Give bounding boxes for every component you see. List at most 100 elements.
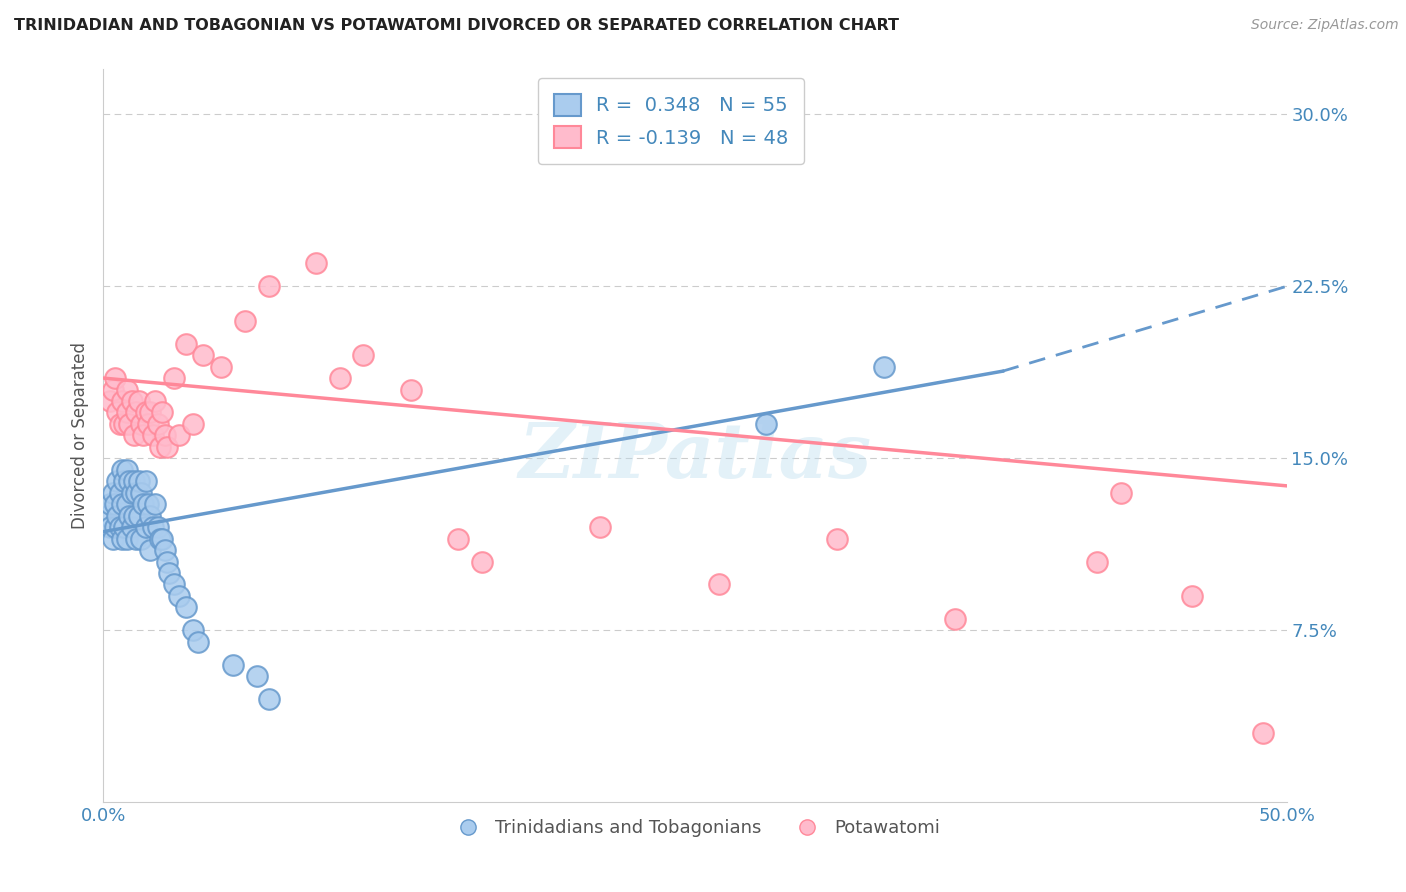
Point bbox=[149, 440, 172, 454]
Point bbox=[163, 371, 186, 385]
Point bbox=[305, 256, 328, 270]
Point bbox=[115, 405, 138, 419]
Point bbox=[191, 348, 214, 362]
Point bbox=[174, 336, 197, 351]
Point bbox=[1109, 485, 1132, 500]
Point bbox=[122, 428, 145, 442]
Point bbox=[139, 508, 162, 523]
Point bbox=[471, 554, 494, 568]
Point bbox=[111, 532, 134, 546]
Text: ZIPatlas: ZIPatlas bbox=[519, 420, 872, 494]
Point bbox=[118, 508, 141, 523]
Point bbox=[118, 475, 141, 489]
Point bbox=[98, 394, 121, 409]
Point bbox=[136, 417, 159, 431]
Point bbox=[174, 600, 197, 615]
Point bbox=[97, 508, 120, 523]
Point bbox=[128, 394, 150, 409]
Point bbox=[181, 417, 204, 431]
Point bbox=[329, 371, 352, 385]
Point bbox=[143, 394, 166, 409]
Point bbox=[125, 485, 148, 500]
Point bbox=[873, 359, 896, 374]
Point bbox=[755, 417, 778, 431]
Point bbox=[1181, 589, 1204, 603]
Point bbox=[589, 520, 612, 534]
Point bbox=[121, 520, 143, 534]
Point bbox=[135, 405, 157, 419]
Point bbox=[139, 543, 162, 558]
Point bbox=[132, 497, 155, 511]
Point bbox=[150, 405, 173, 419]
Point bbox=[157, 566, 180, 580]
Point bbox=[108, 417, 131, 431]
Point bbox=[1251, 726, 1274, 740]
Point bbox=[101, 532, 124, 546]
Point bbox=[181, 624, 204, 638]
Point bbox=[121, 485, 143, 500]
Point bbox=[129, 485, 152, 500]
Point bbox=[233, 314, 256, 328]
Point bbox=[156, 554, 179, 568]
Point bbox=[98, 497, 121, 511]
Point bbox=[150, 532, 173, 546]
Point bbox=[246, 669, 269, 683]
Point bbox=[105, 405, 128, 419]
Point bbox=[153, 543, 176, 558]
Point bbox=[146, 520, 169, 534]
Point bbox=[129, 417, 152, 431]
Point bbox=[167, 428, 190, 442]
Point bbox=[104, 520, 127, 534]
Point bbox=[111, 463, 134, 477]
Legend: Trinidadians and Tobagonians, Potawatomi: Trinidadians and Tobagonians, Potawatomi bbox=[443, 812, 946, 845]
Y-axis label: Divorced or Separated: Divorced or Separated bbox=[72, 342, 89, 529]
Point bbox=[167, 589, 190, 603]
Point bbox=[142, 428, 165, 442]
Point bbox=[129, 532, 152, 546]
Text: TRINIDADIAN AND TOBAGONIAN VS POTAWATOMI DIVORCED OR SEPARATED CORRELATION CHART: TRINIDADIAN AND TOBAGONIAN VS POTAWATOMI… bbox=[14, 18, 898, 33]
Point bbox=[111, 497, 134, 511]
Point bbox=[115, 497, 138, 511]
Point bbox=[135, 520, 157, 534]
Point bbox=[153, 428, 176, 442]
Point bbox=[211, 359, 233, 374]
Point bbox=[399, 383, 422, 397]
Point bbox=[163, 577, 186, 591]
Point bbox=[98, 520, 121, 534]
Point bbox=[122, 508, 145, 523]
Point bbox=[825, 532, 848, 546]
Point bbox=[447, 532, 470, 546]
Point bbox=[222, 657, 245, 672]
Point bbox=[353, 348, 375, 362]
Point bbox=[101, 383, 124, 397]
Point bbox=[943, 612, 966, 626]
Point bbox=[104, 371, 127, 385]
Point bbox=[707, 577, 730, 591]
Point bbox=[125, 532, 148, 546]
Point bbox=[101, 485, 124, 500]
Point bbox=[115, 532, 138, 546]
Point bbox=[122, 475, 145, 489]
Point bbox=[257, 692, 280, 706]
Point bbox=[139, 405, 162, 419]
Point bbox=[128, 508, 150, 523]
Point bbox=[128, 475, 150, 489]
Point bbox=[115, 463, 138, 477]
Point bbox=[115, 383, 138, 397]
Point bbox=[146, 417, 169, 431]
Point bbox=[149, 532, 172, 546]
Point bbox=[121, 394, 143, 409]
Point bbox=[105, 475, 128, 489]
Point bbox=[1085, 554, 1108, 568]
Point bbox=[257, 279, 280, 293]
Point bbox=[156, 440, 179, 454]
Point bbox=[114, 417, 136, 431]
Point bbox=[108, 485, 131, 500]
Point bbox=[118, 417, 141, 431]
Point bbox=[105, 508, 128, 523]
Point bbox=[114, 520, 136, 534]
Point bbox=[132, 428, 155, 442]
Point bbox=[143, 497, 166, 511]
Point bbox=[125, 405, 148, 419]
Point bbox=[142, 520, 165, 534]
